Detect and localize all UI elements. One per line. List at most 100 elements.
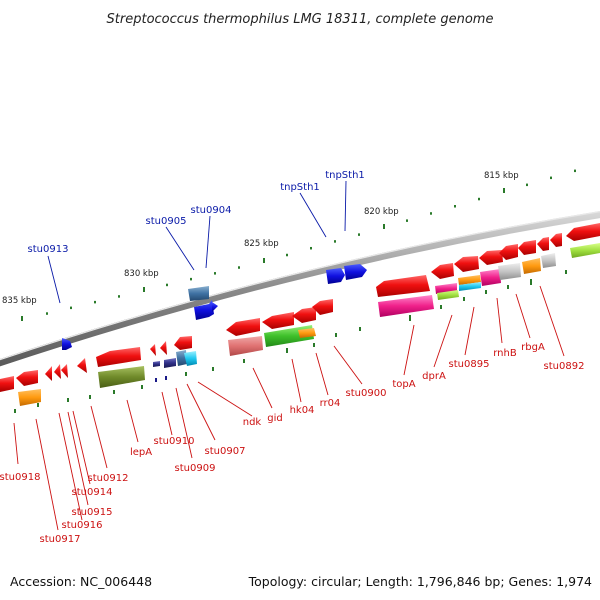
minor-tick <box>238 266 240 269</box>
gene-rnhB-domain[interactable] <box>480 269 501 286</box>
gene-label-rbgA[interactable]: rbgA <box>521 342 545 353</box>
feature-mark <box>67 398 69 402</box>
gene-topA-domain[interactable] <box>378 295 434 317</box>
scale-track: 835 kbp 830 kbp 825 kbp 820 kbp 815 kbp <box>2 169 576 321</box>
gene-stu0917[interactable] <box>16 370 38 386</box>
gene-stu0895[interactable] <box>454 256 479 272</box>
gene-ndk[interactable] <box>226 318 260 336</box>
feature-mark <box>113 390 115 394</box>
gene-label-stu0904[interactable]: stu0904 <box>191 205 232 216</box>
gene-label-stu0907[interactable]: stu0907 <box>205 446 246 457</box>
minor-tick <box>214 272 216 275</box>
leader-hk04 <box>291 358 302 403</box>
gene-topA[interactable] <box>376 275 430 297</box>
gene-label-hk04[interactable]: hk04 <box>290 405 315 416</box>
gene-label-tnpSth1-a[interactable]: tnpSth1 <box>280 182 320 193</box>
gene-stu0892-domain[interactable] <box>541 253 556 268</box>
gene-label-stu0912[interactable]: stu0912 <box>88 473 129 484</box>
gene-label-ndk[interactable]: ndk <box>243 417 262 428</box>
gene-label-stu0917[interactable]: stu0917 <box>40 534 81 545</box>
leader-stu0918 <box>13 422 19 465</box>
gene-rnhB[interactable] <box>479 250 503 265</box>
gene-label-tnpSth1-b[interactable]: tnpSth1 <box>325 170 365 181</box>
reverse-gene-labels: stu0918 stu0914 stu0912 stu0915 stu0916 … <box>0 342 584 545</box>
feature-mark <box>409 315 411 321</box>
gene-lepA[interactable] <box>96 347 141 367</box>
gene-label-stu0914[interactable]: stu0914 <box>72 487 113 498</box>
minor-tick <box>406 219 408 222</box>
gene-label-stu0916[interactable]: stu0916 <box>62 520 103 531</box>
gene-label-rr04[interactable]: rr04 <box>320 398 341 409</box>
leader-ndk <box>197 381 253 417</box>
gene-dprA-domain-2[interactable] <box>437 290 459 300</box>
gene-rbgA[interactable] <box>499 244 518 260</box>
gene-lepA-domain[interactable] <box>98 366 145 388</box>
gene-gid[interactable] <box>262 312 294 329</box>
gene-stu0913[interactable] <box>62 338 72 350</box>
leader-stu0892 <box>539 285 565 357</box>
gene-stu0918[interactable] <box>0 376 14 392</box>
gene-stu0895-domain-2[interactable] <box>459 282 481 291</box>
gene-stu0895-domain[interactable] <box>458 275 481 285</box>
feature-mark <box>440 305 442 309</box>
minor-tick <box>550 176 552 180</box>
gene-stu0910-a[interactable] <box>150 344 156 356</box>
gene-stu0911[interactable] <box>77 358 87 373</box>
major-tick <box>143 287 145 292</box>
minor-tick <box>334 240 336 243</box>
gene-label-stu0905[interactable]: stu0905 <box>146 216 187 227</box>
gene-hk04[interactable] <box>292 307 316 323</box>
gene-label-stu0910[interactable]: stu0910 <box>154 436 195 447</box>
gene-label-rnhB[interactable]: rnhB <box>493 348 517 359</box>
gene-rbgA-domain[interactable] <box>498 263 521 280</box>
feature-mark <box>313 343 315 347</box>
leader-stu0916 <box>58 412 83 521</box>
gene-stu0905[interactable] <box>194 300 214 320</box>
feature-mark <box>155 378 157 382</box>
gene-stu0904[interactable] <box>212 302 218 312</box>
gene-stu0891[interactable] <box>550 233 562 247</box>
leader-rbgA <box>515 293 531 339</box>
gene-stu0893-domain[interactable] <box>522 258 541 274</box>
gene-label-gid[interactable]: gid <box>267 413 282 424</box>
gene-rr04-domain[interactable] <box>298 328 316 338</box>
minor-tick <box>430 212 432 215</box>
gene-stu0892[interactable] <box>537 237 549 251</box>
gene-stu0916[interactable] <box>18 389 41 406</box>
gene-stu0915[interactable] <box>45 366 52 381</box>
gene-label-stu0909[interactable]: stu0909 <box>175 463 216 474</box>
forward-gene-labels: stu0913 stu0905 stu0904 tnpSth1 tnpSth1 <box>28 170 365 255</box>
gene-stu0890[interactable] <box>566 223 600 241</box>
genome-backbone <box>0 211 600 367</box>
gene-label-stu0900[interactable]: stu0900 <box>346 388 387 399</box>
tick-label-815: 815 kbp <box>484 171 519 181</box>
gene-stu0908[interactable] <box>174 336 192 350</box>
gene-dprA[interactable] <box>431 263 454 279</box>
gene-label-lepA[interactable]: lepA <box>130 447 152 458</box>
gene-stu0914[interactable] <box>54 364 61 379</box>
gene-rr04[interactable] <box>312 299 333 315</box>
gene-stu0905-upper[interactable] <box>188 286 209 301</box>
major-tick <box>383 224 385 229</box>
tick-label-830: 830 kbp <box>124 269 159 279</box>
gene-label-stu0895[interactable]: stu0895 <box>449 359 490 370</box>
minor-tick <box>574 169 576 173</box>
gene-label-stu0918[interactable]: stu0918 <box>0 472 40 483</box>
leader-stu0914 <box>72 410 91 485</box>
gene-stu0910[interactable] <box>160 341 167 355</box>
gene-label-stu0913[interactable]: stu0913 <box>28 244 69 255</box>
gene-stu0893[interactable] <box>518 240 536 255</box>
gene-label-topA[interactable]: topA <box>392 379 415 390</box>
gene-label-stu0915[interactable]: stu0915 <box>72 507 113 518</box>
gene-tnpSth1-b[interactable] <box>344 264 367 280</box>
gene-stu0890-domain[interactable] <box>570 243 600 258</box>
gene-label-dprA[interactable]: dprA <box>422 371 446 382</box>
gene-tnpSth1-a[interactable] <box>326 268 345 284</box>
gene-stu0910-domain[interactable] <box>153 361 160 367</box>
gene-ndk-domain[interactable] <box>228 336 263 356</box>
gene-stu0912[interactable] <box>61 364 68 378</box>
gene-stu0907[interactable] <box>184 351 197 366</box>
gene-stu0909[interactable] <box>164 358 176 368</box>
minor-tick <box>478 197 480 201</box>
gene-label-stu0892[interactable]: stu0892 <box>544 361 585 372</box>
